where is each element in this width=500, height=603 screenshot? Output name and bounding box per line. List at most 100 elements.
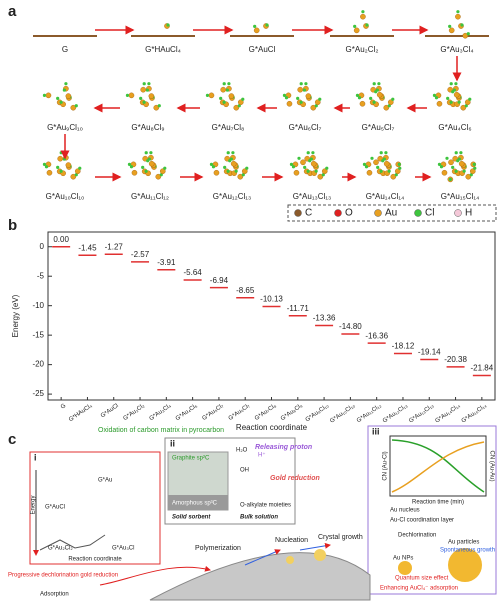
atom — [148, 93, 155, 99]
atom — [394, 173, 398, 177]
au-particle — [286, 556, 294, 564]
atom — [453, 91, 460, 98]
label: H⁺ — [258, 452, 266, 459]
legend-swatch — [374, 209, 382, 217]
atom — [142, 100, 146, 104]
atom — [241, 168, 248, 175]
atom — [379, 151, 383, 155]
atom — [284, 96, 289, 100]
label: G*Au₂Cl₂ — [48, 546, 73, 552]
atom — [466, 32, 470, 36]
atom — [464, 99, 471, 106]
atom — [291, 165, 296, 169]
atom — [451, 165, 455, 169]
atom — [465, 173, 472, 180]
x-tick-label: G*Au₁₀Cl₁₀ — [329, 403, 357, 425]
molecule-label: G*Au₁₂Cl₁₃ — [213, 192, 251, 201]
panel-letter: b — [8, 217, 17, 234]
legend-swatch — [294, 209, 302, 217]
x-tick-label: G*Au₄Cl₆ — [175, 403, 199, 423]
value-label: -19.14 — [418, 348, 441, 357]
y-axis-label: Energy (eV) — [11, 294, 20, 337]
legend-label: C — [305, 208, 312, 219]
au-particle — [398, 561, 412, 575]
atom — [387, 169, 391, 173]
label: Au particles — [448, 540, 479, 546]
atom — [140, 86, 147, 93]
atom — [253, 27, 260, 34]
atom — [449, 82, 453, 86]
label: CN (Au-Au) — [488, 450, 494, 481]
atom — [148, 160, 155, 167]
x-tick-label: G*Au₅Cl₇ — [201, 403, 225, 422]
atom — [445, 156, 449, 160]
value-label: -11.71 — [287, 304, 310, 313]
label: i — [34, 452, 37, 462]
atom — [446, 96, 450, 100]
legend-box — [287, 204, 497, 222]
legend-label: H — [465, 208, 472, 219]
value-label: -6.94 — [210, 276, 229, 285]
label: Au-Cl coordination layer — [390, 518, 454, 524]
label: OH — [240, 468, 249, 474]
label: Reaction coordinate — [68, 557, 122, 563]
atom — [65, 93, 72, 99]
atom — [159, 173, 163, 177]
atom — [222, 82, 226, 86]
atom — [454, 151, 458, 155]
atom — [128, 92, 135, 99]
value-label: -1.27 — [105, 242, 124, 251]
molecule-label: G*Au₁₃Cl₁₃ — [293, 192, 332, 201]
molecule-label: G*Au₂Cl₂ — [346, 45, 379, 54]
x-tick-label: G*Au₂Cl₂ — [122, 403, 146, 422]
atom — [302, 88, 306, 92]
atom — [462, 169, 466, 173]
atom — [65, 162, 72, 168]
value-label: -14.80 — [339, 322, 362, 331]
atom — [459, 151, 463, 155]
x-tick-label: G*Au₁₃Cl₁₃ — [408, 403, 436, 425]
au-particle — [314, 549, 326, 561]
atom — [213, 169, 220, 176]
atom — [157, 104, 161, 108]
atom — [141, 165, 145, 169]
label: Quantum size effect — [395, 576, 449, 582]
x-tick-label: G*Au₁₄Cl₁₄ — [434, 403, 462, 425]
molecule-label: G*Au₁₁Cl₁₂ — [131, 192, 169, 201]
arrow — [244, 549, 281, 566]
atom — [456, 10, 460, 14]
label: G*Au — [98, 478, 112, 484]
atom — [383, 104, 390, 111]
label: G*Au₃Cl — [112, 546, 134, 552]
label: O-alkylate moieties — [240, 503, 291, 509]
label: H₂O — [236, 448, 248, 454]
atom — [62, 88, 66, 92]
molecule-label: G — [62, 45, 68, 54]
value-label: -20.38 — [444, 355, 467, 364]
atom — [139, 96, 143, 100]
atom — [390, 173, 397, 180]
value-label: -2.57 — [131, 250, 150, 259]
atom — [297, 86, 304, 93]
atom — [355, 93, 360, 97]
label: Reaction time (min) — [412, 500, 464, 506]
atom — [373, 159, 379, 166]
label: Au NPs — [393, 556, 413, 562]
value-label: -13.36 — [313, 314, 336, 323]
atom — [308, 159, 312, 163]
atom — [353, 24, 357, 28]
atom — [304, 82, 308, 86]
legend-label: Au — [385, 208, 397, 219]
au-particle — [448, 548, 482, 582]
atom — [394, 168, 401, 175]
atom — [253, 24, 257, 28]
label: Enhancing AuCl₄⁻ adsorption — [380, 586, 458, 592]
atom — [366, 169, 373, 176]
x-tick-label: G*Au₁₁Cl₁₂ — [356, 403, 383, 425]
value-label: -18.12 — [392, 342, 415, 351]
molecule-label: G*HAuCl₄ — [145, 45, 181, 54]
atom — [205, 93, 210, 97]
atom — [149, 151, 153, 155]
atom — [265, 23, 269, 27]
